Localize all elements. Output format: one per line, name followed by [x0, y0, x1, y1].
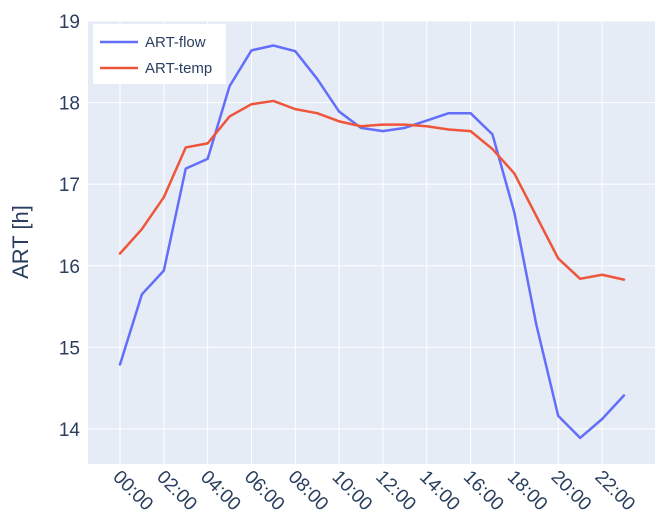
x-tick-label: 02:00 [152, 467, 200, 515]
x-gridlines [119, 21, 603, 464]
x-tick-label: 06:00 [240, 467, 288, 515]
legend-background [93, 24, 226, 84]
y-tick-label: 18 [59, 94, 80, 115]
x-tick-label: 04:00 [196, 467, 244, 515]
x-tick-label: 08:00 [284, 467, 332, 515]
x-tick-label: 16:00 [459, 467, 507, 515]
y-tick-label: 15 [59, 338, 80, 359]
y-tick-label: 14 [59, 420, 81, 441]
legend[interactable]: ART-flow ART-temp [93, 24, 226, 84]
x-tick-label: 22:00 [590, 467, 638, 515]
legend-label-art-temp: ART-temp [145, 60, 212, 77]
x-tick-label: 20:00 [547, 467, 595, 515]
x-tick-label: 00:00 [108, 467, 156, 515]
x-tick-label: 14:00 [415, 467, 463, 515]
plot-background [88, 21, 655, 464]
y-gridlines [88, 20, 655, 430]
y-axis-title: ART [h] [8, 205, 33, 279]
x-tick-label: 12:00 [371, 467, 419, 515]
series-lines [118, 44, 626, 440]
x-tick-label: 18:00 [503, 467, 551, 515]
legend-label-art-flow: ART-flow [145, 34, 206, 51]
y-tick-labels: 14 15 16 17 18 19 [59, 12, 81, 441]
y-tick-label: 16 [59, 257, 80, 278]
y-tick-label: 19 [59, 12, 80, 33]
x-tick-label: 10:00 [328, 467, 376, 515]
series-line-art-temp[interactable] [118, 99, 626, 281]
series-line-art-flow[interactable] [118, 44, 626, 440]
x-tick-labels: 00:0002:0004:0006:0008:0010:0012:0014:00… [108, 467, 638, 515]
y-tick-label: 17 [59, 175, 80, 196]
